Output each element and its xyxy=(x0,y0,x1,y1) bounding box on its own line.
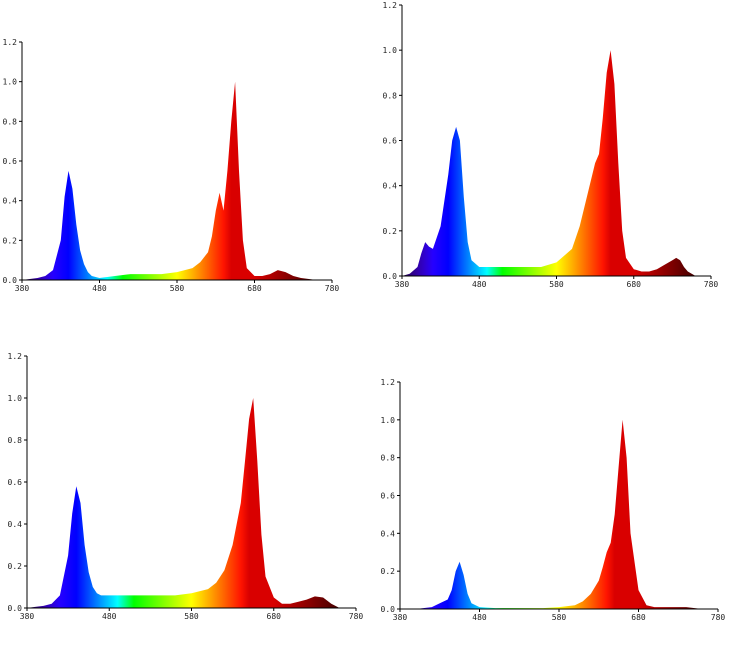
y-tick-label: 0.8 xyxy=(8,436,23,445)
spectrum-area xyxy=(27,398,356,608)
x-tick-label: 480 xyxy=(92,284,107,293)
y-tick-label: 0.6 xyxy=(3,157,18,166)
spectrum-chart: 380 480 580 680 780 0.0 0.2 0.4 0.6 0.8 1.0 1.2 xyxy=(383,1,719,289)
y-tick-label: 0.4 xyxy=(8,520,23,529)
y-tick-label: 0.4 xyxy=(3,197,18,206)
y-tick-label: 1.0 xyxy=(383,46,398,55)
x-tick-label: 780 xyxy=(349,612,364,621)
x-tick-label: 680 xyxy=(631,613,646,622)
spectrum-chart: 380 480 580 680 780 0.0 0.2 0.4 0.6 0.8 1.0 1.2 xyxy=(8,352,364,621)
y-tick-label: 0.2 xyxy=(381,567,396,576)
y-tick-label: 0.0 xyxy=(381,605,396,614)
y-tick-label: 0.6 xyxy=(8,478,23,487)
y-tick-label: 0.6 xyxy=(383,137,398,146)
y-tick-label: 0.0 xyxy=(383,272,398,281)
chart-panel-bottom-left: 380 480 580 680 780 0.0 0.2 0.4 0.6 0.8 1.0 1.2 xyxy=(0,340,372,640)
y-tick-label: 0.2 xyxy=(383,227,398,236)
chart-panel-bottom-right: 380 480 580 680 780 0.0 0.2 0.4 0.6 0.8 1.0 1.2 xyxy=(372,340,750,640)
x-tick-label: 480 xyxy=(472,613,487,622)
y-tick-label: 1.0 xyxy=(8,394,23,403)
y-tick-label: 0.8 xyxy=(381,454,396,463)
y-tick-label: 0.0 xyxy=(3,276,18,285)
x-tick-label: 380 xyxy=(15,284,30,293)
y-tick-label: 1.0 xyxy=(381,416,396,425)
x-tick-label: 380 xyxy=(393,613,408,622)
x-tick-label: 480 xyxy=(102,612,117,621)
x-tick-label: 680 xyxy=(267,612,282,621)
x-tick-label: 380 xyxy=(395,280,410,289)
spectrum-chart: 380 480 580 680 780 0.0 0.2 0.4 0.6 0.8 1.0 1.2 xyxy=(3,38,340,293)
y-tick-label: 1.2 xyxy=(3,38,18,47)
x-tick-label: 580 xyxy=(184,612,199,621)
x-tick-label: 780 xyxy=(704,280,719,289)
y-tick-label: 0.8 xyxy=(3,117,18,126)
y-tick-label: 1.0 xyxy=(3,78,18,87)
y-tick-label: 0.0 xyxy=(8,604,23,613)
spectrum-area xyxy=(400,419,718,609)
y-tick-label: 1.2 xyxy=(383,1,398,10)
y-tick-label: 0.8 xyxy=(383,91,398,100)
x-tick-label: 580 xyxy=(549,280,564,289)
y-tick-label: 0.2 xyxy=(8,562,23,571)
chart-panel-top-right: 380 480 580 680 780 0.0 0.2 0.4 0.6 0.8 1.0 1.2 xyxy=(372,0,750,300)
x-tick-label: 580 xyxy=(170,284,185,293)
y-tick-label: 0.6 xyxy=(381,492,396,501)
y-tick-label: 1.2 xyxy=(381,378,396,387)
x-tick-label: 580 xyxy=(552,613,567,622)
x-tick-label: 780 xyxy=(325,284,340,293)
y-tick-label: 0.4 xyxy=(383,182,398,191)
y-tick-label: 1.2 xyxy=(8,352,23,361)
x-tick-label: 680 xyxy=(247,284,262,293)
y-tick-label: 0.4 xyxy=(381,529,396,538)
x-tick-label: 480 xyxy=(472,280,487,289)
spectrum-area xyxy=(402,50,711,277)
x-tick-label: 780 xyxy=(711,613,726,622)
y-tick-label: 0.2 xyxy=(3,236,18,245)
x-tick-label: 680 xyxy=(627,280,642,289)
spectrum-chart: 380 480 580 680 780 0.0 0.2 0.4 0.6 0.8 1.0 1.2 xyxy=(381,378,726,622)
x-tick-label: 380 xyxy=(20,612,35,621)
spectrum-area xyxy=(22,81,332,280)
chart-panel-top-left: 380 480 580 680 780 0.0 0.2 0.4 0.6 0.8 1.0 1.2 xyxy=(0,0,372,300)
